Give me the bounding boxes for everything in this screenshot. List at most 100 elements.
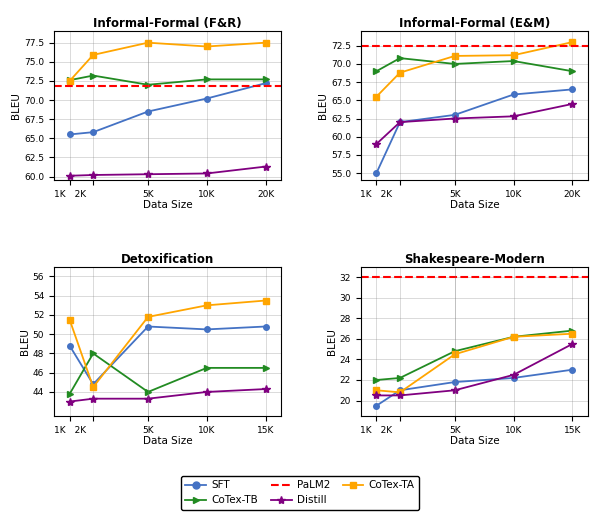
CoTex_TA [569, 39, 576, 45]
Distill [66, 173, 73, 179]
Line: Distill: Distill [65, 162, 270, 180]
CoTex_TA [66, 78, 73, 84]
SFT [145, 323, 152, 330]
PaLM2 [66, 83, 73, 89]
Distill [89, 172, 97, 178]
CoTex_TA [451, 53, 458, 59]
CoTex_TB [203, 365, 211, 371]
PaLM2 [66, 259, 73, 265]
CoTex_TA [397, 70, 404, 76]
SFT [145, 108, 152, 114]
Distill [373, 141, 380, 147]
Distill [262, 163, 269, 170]
Distill [451, 115, 458, 122]
SFT [451, 379, 458, 385]
PaLM2 [373, 274, 380, 280]
Title: Shakespeare-Modern: Shakespeare-Modern [404, 253, 545, 266]
SFT [397, 119, 404, 125]
CoTex_TA [145, 314, 152, 320]
CoTex_TB [510, 334, 517, 340]
Distill [145, 396, 152, 402]
SFT [510, 375, 517, 381]
CoTex_TB [66, 77, 73, 83]
CoTex_TB [569, 68, 576, 74]
CoTex_TB [451, 61, 458, 67]
Line: CoTex_TB: CoTex_TB [374, 55, 575, 74]
Y-axis label: BLEU: BLEU [11, 93, 22, 119]
Line: CoTex_TB: CoTex_TB [374, 328, 575, 383]
SFT [397, 387, 404, 394]
CoTex_TA [510, 334, 517, 340]
Y-axis label: BLEU: BLEU [327, 328, 337, 355]
PaLM2 [373, 43, 380, 49]
Line: CoTex_TA: CoTex_TA [67, 40, 268, 84]
Line: SFT: SFT [67, 81, 268, 137]
Distill [569, 341, 576, 347]
SFT [203, 326, 211, 332]
SFT [89, 381, 97, 387]
CoTex_TB [145, 389, 152, 395]
CoTex_TA [66, 317, 73, 323]
SFT [262, 323, 269, 330]
Line: CoTex_TA: CoTex_TA [374, 331, 575, 395]
CoTex_TB [262, 76, 269, 83]
CoTex_TA [203, 43, 211, 49]
Y-axis label: BLEU: BLEU [20, 328, 30, 355]
Distill [397, 392, 404, 398]
SFT [373, 402, 380, 409]
Line: CoTex_TA: CoTex_TA [67, 298, 268, 390]
CoTex_TA [262, 297, 269, 304]
PaLM2 [105, 83, 112, 89]
CoTex_TA [89, 52, 97, 58]
Distill [89, 396, 97, 402]
Distill [203, 171, 211, 177]
PaLM2 [412, 274, 419, 280]
CoTex_TB [203, 76, 211, 83]
CoTex_TA [262, 40, 269, 46]
CoTex_TA [373, 94, 380, 100]
Line: Distill: Distill [372, 100, 577, 148]
Title: Detoxification: Detoxification [121, 253, 214, 266]
CoTex_TB [569, 328, 576, 334]
SFT [66, 343, 73, 349]
Title: Informal-Formal (E&M): Informal-Formal (E&M) [399, 17, 550, 30]
CoTex_TA [569, 331, 576, 337]
CoTex_TA [373, 387, 380, 394]
CoTex_TA [203, 302, 211, 308]
CoTex_TB [89, 350, 97, 357]
CoTex_TA [89, 384, 97, 390]
X-axis label: Data Size: Data Size [449, 200, 499, 211]
CoTex_TB [451, 348, 458, 354]
CoTex_TA [397, 389, 404, 396]
CoTex_TA [451, 351, 458, 357]
Line: SFT: SFT [374, 367, 575, 409]
Distill [451, 387, 458, 394]
CoTex_TB [145, 82, 152, 88]
Line: CoTex_TB: CoTex_TB [67, 350, 268, 397]
CoTex_TB [397, 55, 404, 61]
CoTex_TB [510, 58, 517, 64]
PaLM2 [412, 43, 419, 49]
Distill [397, 119, 404, 125]
Title: Informal-Formal (F&R): Informal-Formal (F&R) [94, 17, 242, 30]
X-axis label: Data Size: Data Size [449, 436, 499, 446]
SFT [569, 86, 576, 93]
SFT [89, 129, 97, 135]
Line: SFT: SFT [67, 324, 268, 387]
Line: CoTex_TA: CoTex_TA [374, 40, 575, 99]
CoTex_TB [66, 391, 73, 397]
CoTex_TA [145, 40, 152, 46]
SFT [451, 112, 458, 118]
CoTex_TA [510, 52, 517, 58]
Distill [510, 113, 517, 120]
SFT [203, 95, 211, 101]
Distill [373, 392, 380, 398]
Line: CoTex_TB: CoTex_TB [67, 73, 268, 87]
CoTex_TB [89, 72, 97, 79]
Distill [66, 398, 73, 405]
X-axis label: Data Size: Data Size [143, 200, 193, 211]
Line: Distill: Distill [65, 385, 270, 406]
CoTex_TB [373, 377, 380, 383]
Distill [262, 386, 269, 392]
Distill [569, 101, 576, 107]
